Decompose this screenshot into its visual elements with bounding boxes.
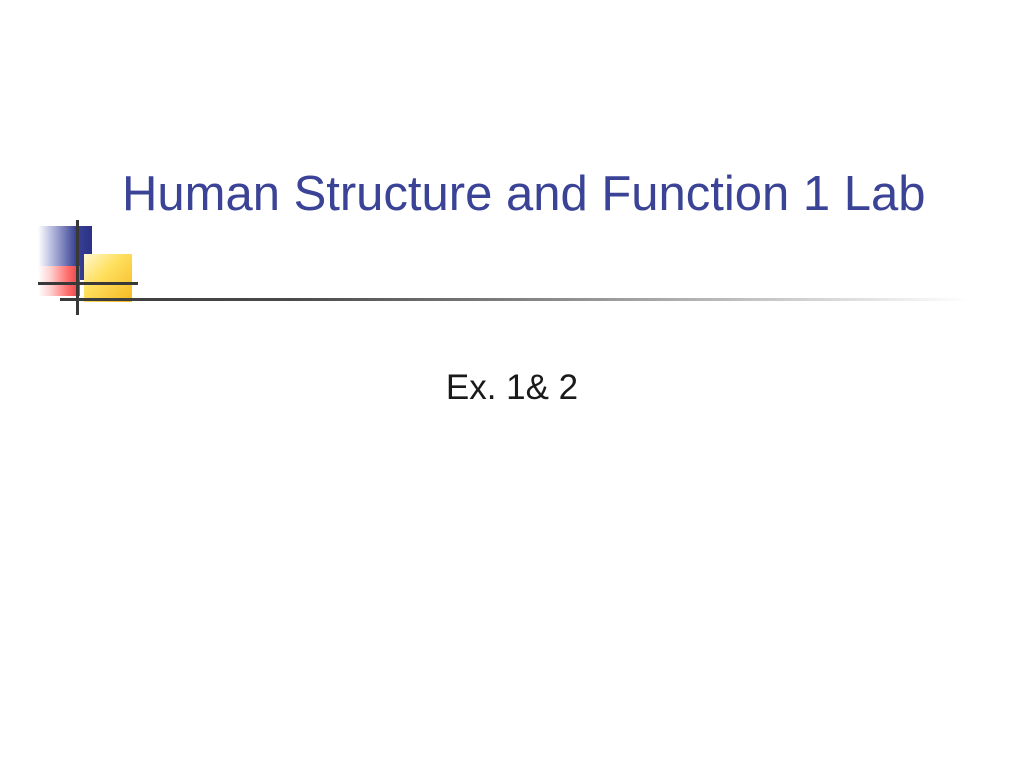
yellow-square-icon	[84, 254, 132, 302]
title-underline-icon	[60, 298, 970, 301]
slide-title: Human Structure and Function 1 Lab	[122, 166, 942, 224]
slide-container: Human Structure and Function 1 Lab Ex. 1…	[0, 0, 1024, 768]
cross-horizontal-icon	[38, 282, 138, 285]
slide-subtitle: Ex. 1& 2	[0, 368, 1024, 408]
title-decoration-icon	[38, 226, 148, 316]
red-square-icon	[38, 266, 80, 296]
